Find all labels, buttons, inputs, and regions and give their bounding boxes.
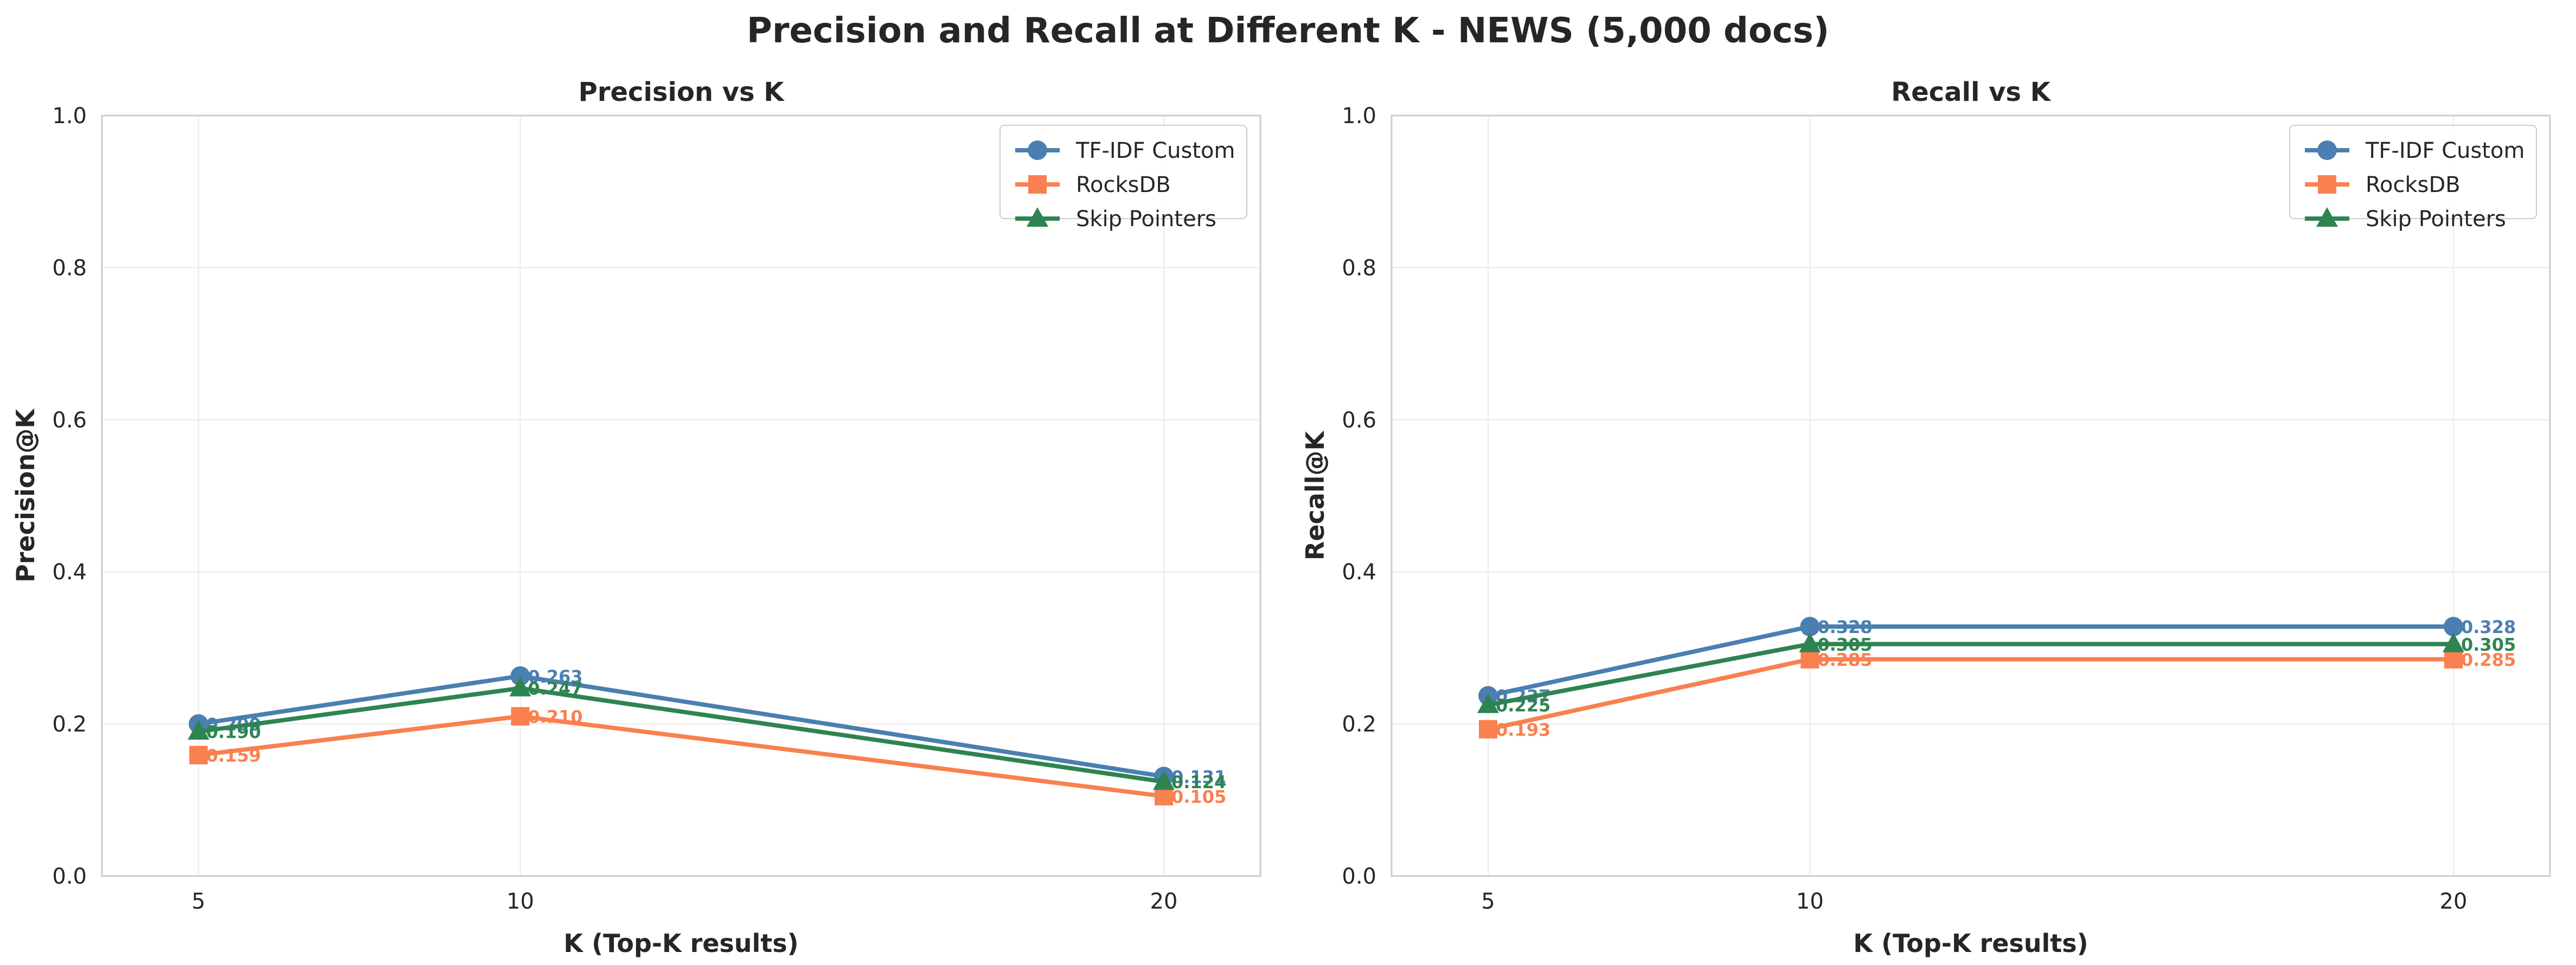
data-point bbox=[1799, 632, 1821, 653]
data-label: 0.190 bbox=[206, 722, 261, 743]
data-point bbox=[1477, 693, 1499, 713]
y-tick-label: 0.6 bbox=[52, 408, 87, 433]
data-point bbox=[510, 666, 530, 686]
legend: TF-IDF Custom RocksDB Skip Pointers bbox=[2289, 125, 2537, 232]
data-point bbox=[189, 746, 208, 765]
y-tick-label: 0.4 bbox=[1342, 560, 1376, 585]
data-label: 0.124 bbox=[1171, 772, 1226, 793]
series-line bbox=[198, 714, 1164, 798]
series-skip-pointers: 0.190 0.247 0.124 bbox=[188, 676, 1226, 793]
x-tick-label: 20 bbox=[2440, 889, 2468, 914]
series-rocksdb: 0.159 0.210 0.105 bbox=[189, 707, 1226, 807]
legend-marker bbox=[2316, 207, 2338, 227]
y-axis-label: Recall@K bbox=[1300, 430, 1330, 560]
legend-entry: RocksDB bbox=[2366, 172, 2460, 197]
data-point bbox=[511, 707, 530, 726]
y-tick-label: 0.0 bbox=[1342, 864, 1376, 889]
x-tick-label: 5 bbox=[1481, 889, 1495, 914]
data-point bbox=[188, 720, 209, 740]
legend-marker bbox=[1028, 175, 1047, 194]
legend-entry: RocksDB bbox=[1076, 172, 1171, 197]
x-axis-label: K (Top-K results) bbox=[563, 929, 798, 958]
data-point bbox=[2443, 632, 2464, 653]
data-label: 0.285 bbox=[2461, 649, 2516, 670]
precision-panel: 0.0 0.2 0.4 0.6 0.8 1.0 5 10 20 Precision vs K K (… bbox=[11, 77, 1261, 958]
y-tick-label: 0.6 bbox=[1342, 408, 1376, 433]
data-point bbox=[1155, 787, 1173, 806]
data-point bbox=[509, 676, 531, 696]
series-skip-pointers: 0.225 0.305 0.305 bbox=[1477, 632, 2516, 716]
plot-frame bbox=[101, 114, 1261, 877]
data-label: 0.328 bbox=[1817, 617, 1872, 637]
legend-marker bbox=[1028, 140, 1047, 160]
y-tick-label: 1.0 bbox=[52, 104, 87, 129]
legend-marker bbox=[2318, 175, 2336, 194]
x-tick-label: 10 bbox=[507, 889, 534, 914]
series-rocksdb: 0.193 0.285 0.285 bbox=[1479, 649, 2516, 740]
data-label: 0.328 bbox=[2461, 617, 2516, 637]
x-axis-label: K (Top-K results) bbox=[1853, 929, 2088, 958]
recall-chart-title: Recall vs K bbox=[1891, 77, 2052, 107]
data-point bbox=[1479, 720, 1497, 739]
x-tick-label: 20 bbox=[1150, 889, 1178, 914]
series-line bbox=[1488, 657, 2453, 732]
legend-entry: TF-IDF Custom bbox=[2365, 138, 2524, 163]
legend-entry: Skip Pointers bbox=[1076, 207, 1216, 232]
data-label: 0.305 bbox=[1817, 634, 1872, 655]
data-point bbox=[1800, 617, 1820, 637]
legend-marker bbox=[1027, 207, 1048, 227]
x-tick-label: 5 bbox=[191, 889, 205, 914]
legend-box bbox=[2289, 125, 2537, 219]
y-tick-label: 0.0 bbox=[52, 864, 87, 889]
y-tick-label: 0.2 bbox=[52, 712, 87, 737]
data-point bbox=[1153, 770, 1175, 790]
legend: TF-IDF Custom RocksDB Skip Pointers bbox=[999, 125, 1247, 232]
y-tick-label: 0.2 bbox=[1342, 712, 1376, 737]
data-label: 0.305 bbox=[2461, 634, 2516, 655]
data-label: 0.193 bbox=[1496, 719, 1550, 740]
y-tick-label: 0.4 bbox=[52, 560, 87, 585]
figure-title: Precision and Recall at Different K - NE… bbox=[747, 11, 1829, 51]
data-label: 0.225 bbox=[1496, 695, 1550, 716]
y-axis-label: Precision@K bbox=[11, 408, 40, 583]
data-label: 0.285 bbox=[1817, 649, 1872, 670]
data-label: 0.159 bbox=[206, 745, 261, 766]
legend-box bbox=[999, 125, 1247, 219]
legend-entry: Skip Pointers bbox=[2366, 207, 2506, 232]
legend-entry: TF-IDF Custom bbox=[1075, 138, 1235, 163]
data-point bbox=[1800, 650, 1819, 669]
y-tick-label: 0.8 bbox=[52, 255, 87, 280]
plot-frame bbox=[1390, 114, 2551, 877]
y-tick-label: 1.0 bbox=[1342, 104, 1376, 129]
data-point bbox=[2444, 617, 2463, 637]
data-point bbox=[2444, 650, 2463, 669]
x-tick-label: 10 bbox=[1796, 889, 1824, 914]
legend-marker bbox=[2317, 140, 2337, 160]
data-label: 0.263 bbox=[528, 666, 582, 687]
data-label: 0.105 bbox=[1171, 787, 1226, 807]
data-label: 0.131 bbox=[1171, 766, 1226, 787]
precision-chart-title: Precision vs K bbox=[579, 77, 785, 107]
recall-panel: 0.0 0.2 0.4 0.6 0.8 1.0 5 10 20 Recall vs K K (Top… bbox=[1300, 77, 2551, 958]
y-tick-label: 0.8 bbox=[1342, 255, 1376, 280]
data-label: 0.247 bbox=[528, 679, 582, 699]
data-label: 0.210 bbox=[528, 707, 582, 727]
